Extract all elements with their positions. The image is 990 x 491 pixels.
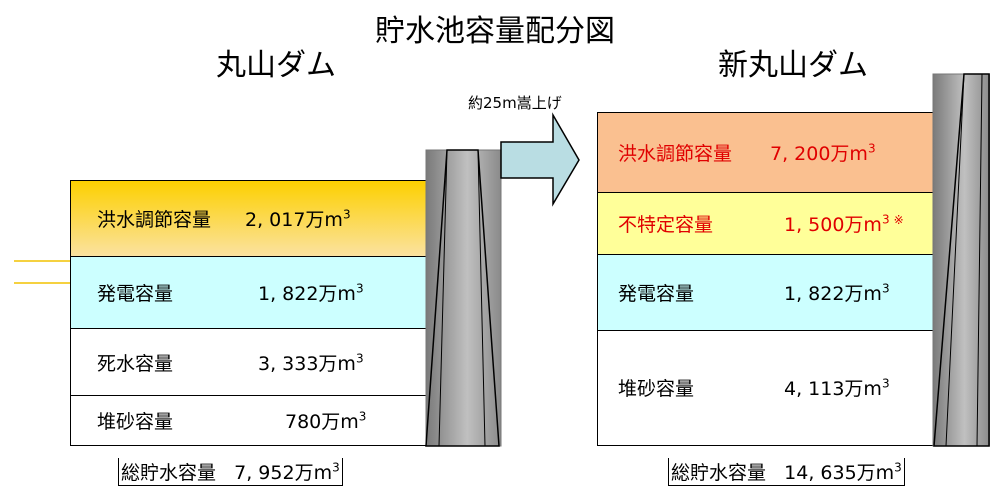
right-row-sediment-label: 堆砂容量	[618, 378, 695, 400]
right-row-flood: 洪水調節容量 7, 200万m3	[598, 113, 934, 193]
left-row-sediment-label: 堆砂容量	[97, 410, 174, 433]
left-total: 総貯水容量 7, 952万m3	[118, 458, 343, 486]
right-row-flood-label: 洪水調節容量	[618, 143, 733, 165]
right-dam-name: 新丸山ダム	[718, 48, 868, 83]
left-row-flood-value: 2, 017万m3	[245, 207, 351, 231]
footnote-mark: ※	[893, 212, 904, 227]
water-level-lines	[14, 260, 70, 284]
diagram-title: 貯水池容量配分図	[375, 14, 615, 49]
left-reservoir: 洪水調節容量 2, 017万m3 発電容量 1, 822万m3 死水容量 3, …	[70, 180, 427, 446]
left-row-flood-label: 洪水調節容量	[97, 209, 212, 231]
right-row-sediment-value: 4, 113万m3	[784, 376, 890, 400]
right-row-unspecified-value: 1, 500万m3 ※	[784, 212, 904, 236]
right-row-power: 発電容量 1, 822万m3	[598, 255, 934, 331]
left-row-dead-value: 3, 333万m3	[258, 351, 364, 375]
right-dam-body	[932, 73, 990, 447]
right-row-sediment: 堆砂容量 4, 113万m3	[598, 331, 934, 444]
left-row-dead-label: 死水容量	[97, 352, 174, 375]
left-row-power: 発電容量 1, 822万m3	[71, 257, 426, 329]
left-row-power-value: 1, 822万m3	[258, 281, 364, 305]
left-dam-name: 丸山ダム	[216, 48, 336, 83]
right-row-flood-value: 7, 200万m3	[770, 141, 876, 165]
right-total: 総貯水容量 14, 635万m3	[668, 458, 905, 486]
raise-arrow	[500, 112, 580, 207]
right-reservoir: 洪水調節容量 7, 200万m3 不特定容量 1, 500万m3 ※ 発電容量 1…	[597, 112, 935, 446]
left-row-sediment: 堆砂容量 780万m3	[71, 396, 426, 444]
left-row-flood: 洪水調節容量 2, 017万m3	[71, 181, 426, 257]
right-row-unspecified: 不特定容量 1, 500万m3 ※	[598, 193, 934, 255]
left-dam-body	[425, 149, 502, 447]
raise-label: 約25m嵩上げ	[468, 94, 562, 112]
right-row-power-value: 1, 822万m3	[784, 281, 890, 305]
right-row-power-label: 発電容量	[618, 283, 695, 305]
left-row-sediment-value: 780万m3	[285, 409, 367, 433]
right-row-unspecified-label: 不特定容量	[618, 214, 714, 236]
left-row-power-label: 発電容量	[97, 283, 174, 305]
left-row-dead: 死水容量 3, 333万m3	[71, 329, 426, 396]
